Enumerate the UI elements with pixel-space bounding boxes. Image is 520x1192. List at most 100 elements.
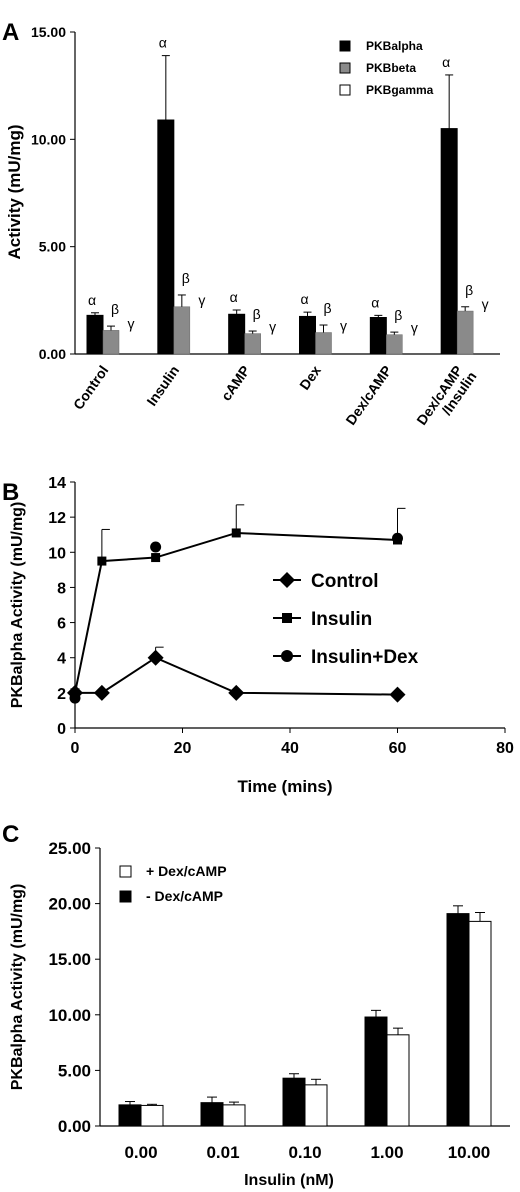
y-tick-label: 14 <box>48 475 66 492</box>
x-tick-label: 20 <box>174 740 192 757</box>
y-tick-label: 0.00 <box>39 346 66 362</box>
x-tick-label: 0.00 <box>124 1143 157 1162</box>
y-tick-label: 4 <box>57 651 66 668</box>
beta-symbol: β <box>465 282 473 298</box>
legend-label: PKBbeta <box>366 61 416 75</box>
marker-diamond <box>389 686 406 703</box>
gamma-symbol: γ <box>411 320 418 336</box>
beta-symbol: β <box>182 270 190 286</box>
y-tick-label: 5.00 <box>58 1061 91 1080</box>
alpha-symbol: α <box>159 35 167 51</box>
marker-square <box>97 556 107 566</box>
y-tick-label: 0 <box>57 721 66 738</box>
panel-letter-b: B <box>2 479 19 506</box>
bar-plus-dex-camp <box>386 1034 410 1127</box>
legend-marker <box>282 613 292 623</box>
x-tick-label: 0.01 <box>206 1143 239 1162</box>
bar-pkbbeta <box>456 310 474 355</box>
bar-pkbbeta <box>173 306 191 355</box>
y-tick-label: 12 <box>48 510 66 527</box>
bar-minus-dex-camp <box>364 1016 388 1127</box>
y-tick-label: 5.00 <box>39 239 66 255</box>
panel-b-xlabel: Time (mins) <box>237 777 332 796</box>
beta-symbol: β <box>111 301 119 317</box>
marker-diamond <box>228 684 245 701</box>
marker-circle <box>150 541 162 553</box>
bar-minus-dex-camp <box>282 1077 306 1127</box>
x-tick-label: 60 <box>389 740 407 757</box>
marker-circle <box>69 692 81 704</box>
panel-letter-a: A <box>2 19 19 46</box>
marker-square <box>151 553 161 563</box>
panel-c-xlabel: Insulin (nM) <box>244 1172 334 1189</box>
marker-diamond <box>147 649 164 666</box>
category-label: Dex/cAMP <box>342 363 394 428</box>
panel-a-chart: Activity (mU/mg) 0.005.0010.0015.00αβγCo… <box>5 24 500 428</box>
x-tick-label: 0 <box>71 740 80 757</box>
legend-label: - Dex/cAMP <box>146 888 223 904</box>
bar-pkbbeta <box>386 334 403 355</box>
y-tick-label: 15.00 <box>48 950 91 969</box>
legend-label: Insulin+Dex <box>311 647 419 668</box>
bar-pkbbeta <box>315 332 332 355</box>
bar-minus-dex-camp <box>118 1104 142 1127</box>
panel-b-ylabel: PKBalpha Activity (mU/mg) <box>9 502 26 709</box>
bar-pkbalpha <box>86 314 104 355</box>
gamma-symbol: γ <box>269 319 276 335</box>
marker-diamond <box>93 684 110 701</box>
panel-letter-c: C <box>2 821 19 848</box>
alpha-symbol: α <box>371 294 379 310</box>
legend-label: + Dex/cAMP <box>146 863 227 879</box>
gamma-symbol: γ <box>340 318 347 334</box>
x-tick-label: 10.00 <box>448 1143 491 1162</box>
bar-minus-dex-camp <box>446 913 470 1127</box>
y-tick-label: 8 <box>57 580 66 597</box>
gamma-symbol: γ <box>198 292 205 308</box>
x-tick-label: 80 <box>496 740 514 757</box>
legend-swatch <box>119 890 132 903</box>
bar-minus-dex-camp <box>200 1102 224 1127</box>
bar-pkbalpha <box>228 313 246 355</box>
legend-label: Control <box>311 571 379 592</box>
panel-b-chart: PKBalpha Activity (mU/mg) Time (mins) 0 2… <box>9 475 514 796</box>
legend-marker <box>281 650 293 662</box>
bar-plus-dex-camp <box>304 1084 328 1127</box>
bar-pkbbeta <box>244 333 261 355</box>
bar-plus-dex-camp <box>140 1104 164 1127</box>
category-label: Insulin <box>143 363 182 409</box>
x-tick-label: 40 <box>281 740 299 757</box>
bar-pkbalpha <box>440 128 458 355</box>
bar-pkbalpha <box>157 119 175 355</box>
legend-label: Insulin <box>311 609 372 630</box>
alpha-symbol: α <box>88 292 96 308</box>
y-tick-label: 6 <box>57 616 66 633</box>
legend-swatch <box>339 84 351 96</box>
legend-label: PKBgamma <box>366 83 434 97</box>
y-tick-label: 25.00 <box>48 839 91 858</box>
category-label: Control <box>70 363 112 413</box>
panel-c-ylabel: PKBalpha Activity (mU/mg) <box>9 884 26 1091</box>
x-tick-label: 1.00 <box>370 1143 403 1162</box>
legend-swatch <box>119 865 132 878</box>
marker-circle <box>392 532 403 544</box>
y-tick-label: 10.00 <box>48 1006 91 1025</box>
alpha-symbol: α <box>230 289 238 305</box>
bar-pkbalpha <box>369 317 387 355</box>
legend-marker <box>279 572 295 588</box>
legend-swatch <box>339 62 351 74</box>
y-tick-label: 10.00 <box>31 131 66 147</box>
y-tick-label: 0.00 <box>58 1117 91 1136</box>
alpha-symbol: α <box>442 54 450 70</box>
bar-pkbalpha <box>299 315 316 355</box>
legend-swatch <box>339 40 351 52</box>
y-tick-label: 10 <box>48 545 66 562</box>
y-tick-label: 20.00 <box>48 895 91 914</box>
panel-c-chart: PKBalpha Activity (mU/mg) Insulin (nM) 0… <box>9 839 510 1189</box>
bar-plus-dex-camp <box>222 1104 246 1127</box>
y-tick-label: 15.00 <box>31 24 66 40</box>
panel-a-ylabel: Activity (mU/mg) <box>5 124 24 259</box>
gamma-symbol: γ <box>128 315 135 331</box>
category-label: Dex <box>296 362 324 392</box>
x-tick-label: 0.10 <box>288 1143 321 1162</box>
bar-plus-dex-camp <box>468 920 492 1127</box>
